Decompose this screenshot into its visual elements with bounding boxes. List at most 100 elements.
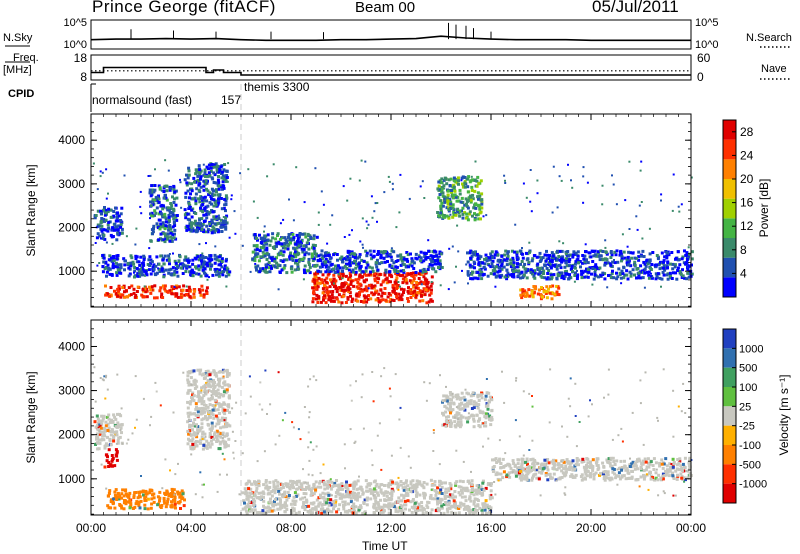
power-sparse-223 <box>582 166 585 169</box>
velocity-cell-4-879 <box>344 494 348 498</box>
power-cell-5-105 <box>280 242 284 246</box>
power-cell-6-264 <box>347 283 351 287</box>
power-cell-9-347 <box>509 258 513 262</box>
power-cell-1-238 <box>114 261 118 265</box>
power-cell-10-16 <box>551 284 555 288</box>
power-cell-6-352 <box>323 278 327 282</box>
power-sparse-125 <box>98 262 101 264</box>
power-cell-9-402 <box>666 266 669 270</box>
velocity-cell-4-468 <box>383 499 387 502</box>
velocity-cell-4-397 <box>289 483 293 487</box>
power-cell-4-192 <box>217 229 221 233</box>
velocity-cell-4-332 <box>418 508 422 512</box>
velocity-cell-3-53 <box>204 370 208 373</box>
velocity-cell-4-172 <box>345 480 348 484</box>
power-cell-7-259 <box>352 252 356 256</box>
power-cell-2-59 <box>188 289 191 293</box>
velocity-cell-4-46 <box>363 498 367 502</box>
power-sparse-108 <box>105 168 108 171</box>
power-cell-7-91 <box>379 250 383 254</box>
velocity-cell-3-223 <box>197 395 201 399</box>
velocity-cell-4-317 <box>322 480 326 484</box>
velocity-cell-2-1 <box>150 497 154 501</box>
power-cell-0-72 <box>120 206 124 210</box>
power-cell-9-504 <box>466 251 469 255</box>
velocity-cell-4-361 <box>314 505 318 509</box>
power-cell-3-170 <box>168 239 172 243</box>
velocity-cell-4-751 <box>248 509 252 513</box>
power-cell-9-560 <box>674 256 678 260</box>
power-cell-3-141 <box>166 206 170 210</box>
power-cell-6-245 <box>318 281 322 285</box>
velocity-cell-3-221 <box>216 408 220 412</box>
power-cell-5-234 <box>260 240 264 244</box>
power-cell-0-45 <box>99 227 103 231</box>
power-cell-9-10 <box>483 257 486 261</box>
power-cell-9-331 <box>613 261 617 265</box>
velocity-cell-4-419 <box>304 488 307 491</box>
power-cell-8-210 <box>444 177 448 181</box>
power-cell-4-243 <box>210 231 214 235</box>
power-cell-4-44 <box>198 223 202 227</box>
velocity-cell-0-46 <box>94 443 97 446</box>
power-cell-6-381 <box>409 291 413 295</box>
power-sparse-20 <box>447 288 450 291</box>
power-sparse-248 <box>687 246 690 249</box>
power-cell-9-411 <box>673 263 677 267</box>
power-cell-6-349 <box>356 299 360 303</box>
velocity-cell-4-670 <box>387 485 391 489</box>
power-cell-5-126 <box>277 253 281 257</box>
power-cell-9-600 <box>476 257 480 261</box>
power-cell-9-175 <box>617 267 621 271</box>
power-sparse-233 <box>135 227 138 230</box>
power-sparse-196 <box>558 175 561 178</box>
power-sparse-28 <box>660 285 662 288</box>
power-cell-6-236 <box>390 298 394 302</box>
velocity-cell-4-878 <box>295 487 299 491</box>
power-cell-4-41 <box>187 166 191 170</box>
power-sparse-170 <box>279 222 282 225</box>
velocity-cell-3-305 <box>227 372 231 375</box>
power-cell-1-175 <box>150 260 154 264</box>
power-cell-5-195 <box>300 247 304 251</box>
power-cell-8-118 <box>453 189 457 193</box>
power-cell-6-344 <box>327 272 331 276</box>
power-cell-4-160 <box>203 219 207 223</box>
power-cell-5-260 <box>313 244 317 247</box>
velocity-cell-4-285 <box>338 487 342 491</box>
power-cell-2-118 <box>174 292 178 296</box>
power-sparse-143 <box>628 160 631 163</box>
velocity-cell-3-112 <box>186 442 190 446</box>
power-cell-9-640 <box>505 263 509 267</box>
velocity-cell-3-335 <box>210 424 214 428</box>
power-cell-4-291 <box>187 227 191 231</box>
velocity-cell-4-744 <box>327 493 331 497</box>
power-cell-4-321 <box>195 228 199 232</box>
velocity-cell-4-877 <box>338 493 342 497</box>
power-cell-5-23 <box>307 263 311 266</box>
power-cell-5-276 <box>273 257 277 261</box>
velocity-cell-4-584 <box>352 496 356 500</box>
velocity-cell-2-52 <box>120 496 124 500</box>
power-cell-9-12 <box>511 256 515 260</box>
velocity-cell-4-675 <box>317 496 321 500</box>
velocity-cell-2-134 <box>119 504 123 508</box>
velocity-cell-4-731 <box>472 502 476 506</box>
velocity-cell-4-893 <box>322 510 326 514</box>
power-cell-7-190 <box>347 268 351 272</box>
velocity-cell-4-207 <box>316 504 320 508</box>
power-cell-6-195 <box>405 273 409 277</box>
velocity-cell-3-127 <box>217 381 221 384</box>
power-cell-6-59 <box>430 299 434 303</box>
velocity-cell-4-715 <box>363 510 367 514</box>
power-cell-6-224 <box>423 293 427 297</box>
power-cell-1-208 <box>179 266 183 270</box>
power-cell-7-1 <box>408 263 412 267</box>
power-cell-9-544 <box>580 276 584 280</box>
power-cell-1-85 <box>228 270 232 274</box>
velocity-cell-4-697 <box>257 480 261 484</box>
power-cell-9-378 <box>615 249 619 253</box>
power-sparse-26 <box>620 282 623 285</box>
power-cell-9-695 <box>513 250 517 254</box>
power-cell-8-29 <box>471 197 475 201</box>
